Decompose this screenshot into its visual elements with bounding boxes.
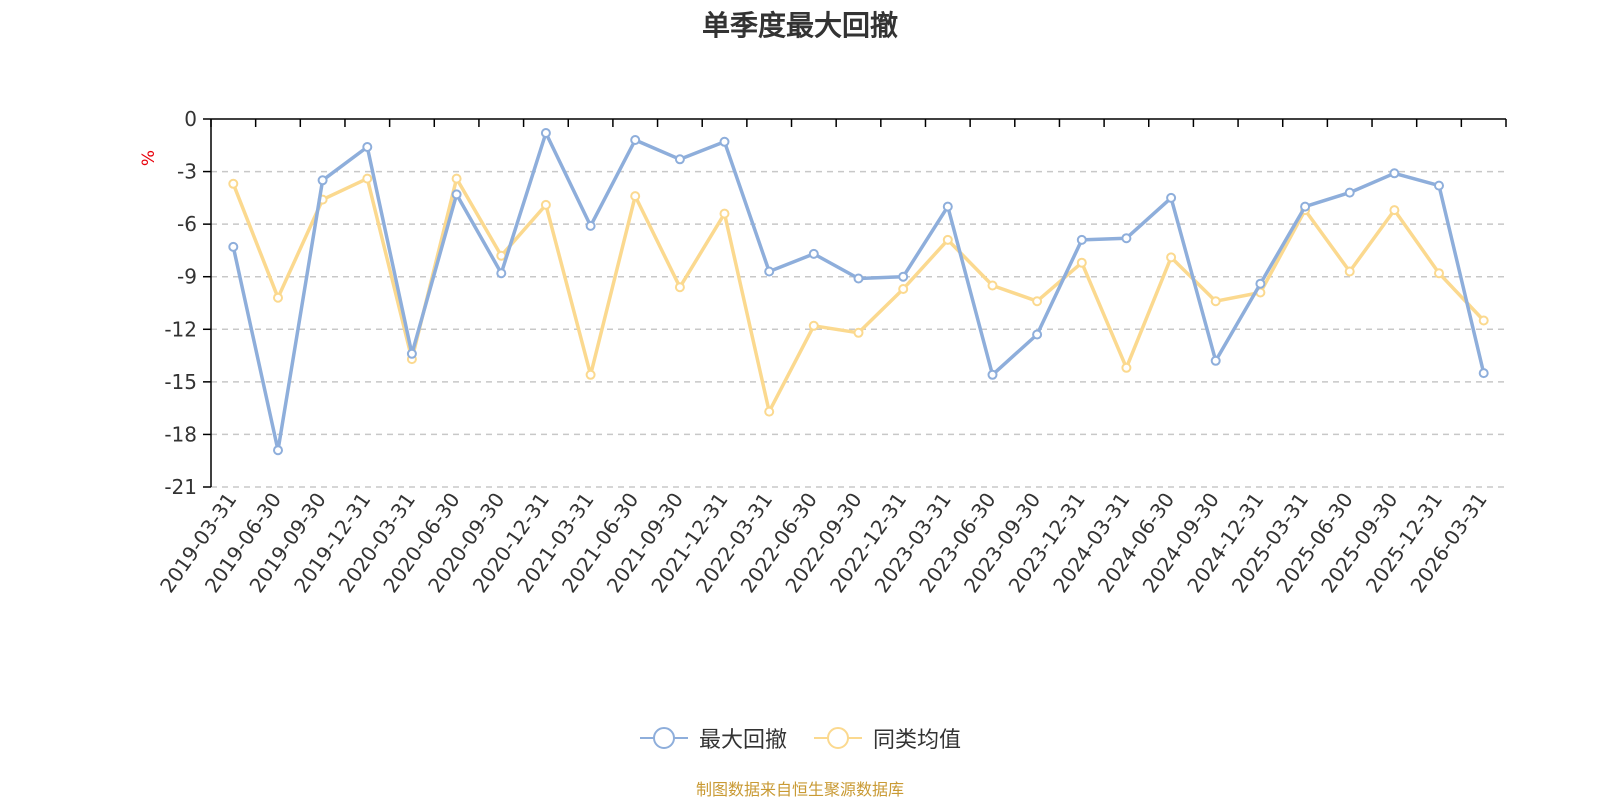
data-point (496, 250, 507, 261)
y-tick-label: -15 (164, 370, 197, 394)
data-source-note: 制图数据来自恒生聚源数据库 (695, 780, 904, 799)
data-point (1076, 234, 1087, 245)
legend-marker-max-drawdown (639, 727, 688, 749)
data-point (808, 248, 819, 259)
legend-marker-peer-average (814, 727, 862, 749)
data-point (451, 173, 462, 184)
data-point (987, 280, 998, 291)
data-point (1121, 233, 1132, 244)
data-point (1344, 187, 1355, 198)
data-point (1076, 257, 1087, 268)
data-point (942, 201, 953, 212)
y-axis-label: % (139, 150, 159, 166)
data-point (273, 445, 283, 456)
data-point (987, 369, 998, 380)
data-point (1032, 329, 1043, 340)
data-point (719, 208, 730, 219)
legend-label-max-drawdown: 最大回撤 (698, 728, 787, 753)
data-point (674, 154, 685, 165)
data-point (1434, 268, 1444, 279)
y-tick-label: -9 (177, 265, 197, 289)
y-tick-label: -6 (177, 212, 197, 236)
data-point (1210, 355, 1221, 366)
data-point (1344, 266, 1355, 277)
legend: 最大回撤 同类均值 (0, 722, 1600, 754)
data-point (898, 284, 909, 294)
data-point (1478, 315, 1489, 326)
data-point (362, 173, 373, 184)
data-point (719, 136, 730, 147)
chart-title: 单季度最大回撤 (701, 9, 898, 42)
data-point (406, 348, 417, 359)
data-point (585, 220, 596, 231)
data-point (898, 271, 909, 282)
data-point (1255, 278, 1266, 289)
data-point (1166, 252, 1177, 263)
data-point (496, 268, 507, 279)
data-point (853, 273, 864, 284)
y-tick-label: -3 (177, 160, 197, 184)
series-line (231, 176, 1486, 414)
data-point (630, 191, 641, 202)
y-tick-label: 0 (184, 107, 197, 131)
legend-item-peer-average[interactable]: 同类均值 (813, 722, 961, 754)
data-point (1478, 368, 1489, 379)
data-point (630, 135, 641, 145)
data-point (362, 142, 373, 152)
data-point (1389, 205, 1400, 216)
series-line (231, 131, 1486, 452)
y-tick-label: -12 (164, 317, 197, 341)
y-tick-label: -21 (164, 475, 197, 499)
data-point (585, 369, 596, 380)
series-peer-average (228, 173, 1489, 417)
data-point (1300, 201, 1311, 212)
data-point (540, 199, 551, 210)
data-point (764, 266, 775, 277)
data-point (1210, 296, 1221, 307)
data-point (1032, 296, 1043, 307)
data-point (942, 234, 953, 245)
data-point (1166, 192, 1177, 203)
data-point (228, 241, 239, 252)
data-point (317, 175, 328, 186)
y-tick-label: -18 (164, 422, 197, 446)
data-point (853, 327, 864, 338)
axes: 0-3-6-9-12-15-18-21%2019-03-312019-06-30… (139, 107, 1507, 597)
series-max-drawdown (228, 128, 1489, 456)
data-point (451, 189, 462, 200)
data-point (540, 128, 551, 138)
data-point (764, 406, 775, 417)
legend-item-max-drawdown[interactable]: 最大回撤 (639, 722, 787, 754)
data-point (674, 282, 685, 293)
data-point (228, 178, 239, 189)
legend-label-peer-average: 同类均值 (873, 728, 962, 753)
data-point (1389, 168, 1400, 179)
data-point (808, 320, 819, 331)
data-point (273, 292, 283, 303)
grid-lines (211, 170, 1506, 488)
series-layer (228, 128, 1489, 456)
data-point (1434, 180, 1444, 191)
data-point (1121, 362, 1132, 373)
